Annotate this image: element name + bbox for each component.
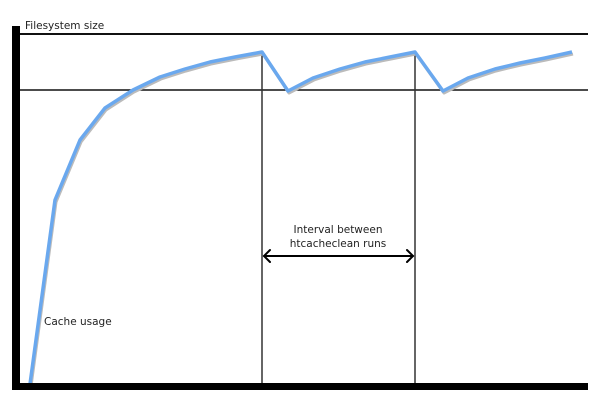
cache-usage-curve-shadow: [29, 52, 574, 387]
curve-label: Cache usage: [44, 316, 112, 328]
cache-usage-curve: [28, 50, 573, 385]
interval-label-line-1: Interval between: [294, 224, 383, 236]
x-axis: [12, 383, 588, 390]
y-axis-label: Filesystem size: [25, 20, 104, 32]
y-axis: [12, 26, 20, 390]
interval-label-line-2: htcacheclean runs: [290, 238, 387, 250]
interval-arrow: [262, 249, 415, 263]
